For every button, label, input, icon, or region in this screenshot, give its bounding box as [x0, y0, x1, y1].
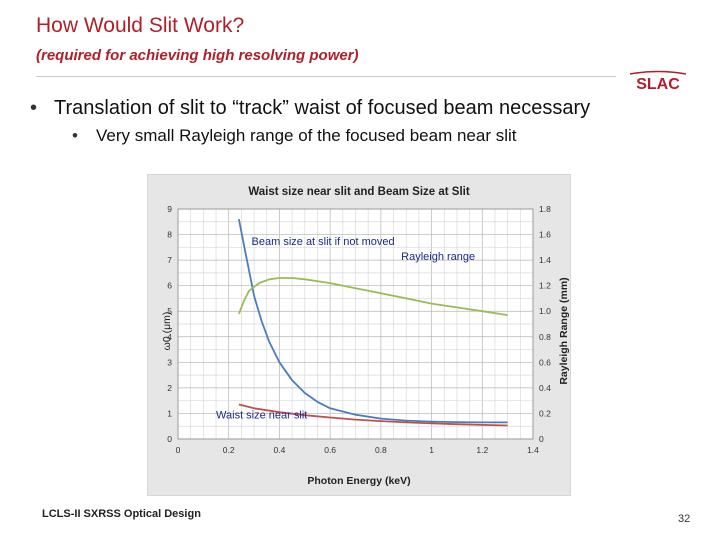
x-tick-label: 0.6 — [324, 445, 336, 455]
bullet-item-2: • Very small Rayleigh range of the focuse… — [72, 126, 517, 146]
chart-ticks: 0 0.2 0.4 0.6 0.8 1 1.2 1.4012345678900.20.40.6… — [167, 204, 551, 455]
slac-logo: SLAC — [629, 70, 687, 92]
chart-title: Waist size near slit and Beam Size at Sl… — [248, 186, 470, 198]
y-left-tick-label: 3 — [167, 357, 172, 367]
y-left-tick-label: 8 — [167, 230, 172, 240]
chart-series — [238, 219, 508, 427]
y-right-tick-label: 0.4 — [539, 383, 551, 393]
x-tick-label: 0 — [176, 445, 181, 455]
y-left-tick-label: 4 — [167, 332, 172, 342]
footer-text: LCLS-II SXRSS Optical Design — [42, 508, 201, 520]
y-right-tick-label: 0.2 — [539, 408, 551, 418]
bullet-text-2: Very small Rayleigh range of the focused… — [96, 126, 517, 145]
y-left-tick-label: 6 — [167, 281, 172, 291]
y-left-tick-label: 7 — [167, 255, 172, 265]
series-label-3: Waist size near slit — [216, 410, 307, 422]
x-tick-label: 1.2 — [476, 445, 488, 455]
y-right-tick-label: 1.2 — [539, 281, 551, 291]
y-axis-right-label: Rayleigh Range (mm) — [558, 277, 570, 384]
x-tick-label: 0.8 — [375, 445, 387, 455]
bullet-text-1: Translation of slit to “track” waist of … — [54, 97, 591, 119]
chart-series-labels: Beam size at slit if not moved Rayleigh r… — [216, 236, 475, 422]
x-tick-label: 1 — [429, 445, 434, 455]
waist-size-chart: 0 0.2 0.4 0.6 0.8 1 1.2 1.4012345678900.20.40.6… — [147, 174, 571, 496]
y-right-tick-label: 1.6 — [539, 230, 551, 240]
x-tick-label: 0.2 — [223, 445, 235, 455]
chart-grid — [177, 208, 534, 440]
title-divider — [36, 76, 616, 77]
x-tick-label: 0.4 — [274, 445, 286, 455]
bullet-icon: • — [72, 126, 78, 145]
x-tick-label: 1.4 — [527, 445, 539, 455]
page-number: 32 — [678, 513, 691, 525]
y-right-tick-label: 1.8 — [539, 204, 551, 214]
y-right-tick-label: 0 — [539, 434, 544, 444]
y-right-tick-label: 1.0 — [539, 306, 551, 316]
plot-area — [177, 208, 534, 440]
x-axis-label: Photon Energy (keV) — [307, 475, 410, 487]
y-right-tick-label: 0.6 — [539, 357, 551, 367]
slide-subtitle: (required for achieving high resolving p… — [36, 47, 359, 64]
series-line-3 — [238, 403, 508, 427]
y-left-tick-label: 2 — [167, 383, 172, 393]
logo-text: SLAC — [636, 76, 680, 92]
y-left-tick-label: 9 — [167, 204, 172, 214]
series-label-1: Beam size at slit if not moved — [252, 236, 395, 248]
y-left-tick-label: 1 — [167, 408, 172, 418]
slide-title: How Would Slit Work? — [36, 14, 245, 37]
y-right-tick-label: 1.4 — [539, 255, 551, 265]
series-line-1 — [238, 219, 508, 424]
y-left-tick-label: 5 — [167, 306, 172, 316]
series-line-2 — [238, 277, 508, 316]
y-left-tick-label: 0 — [167, 434, 172, 444]
y-right-tick-label: 0.8 — [539, 332, 551, 342]
series-label-2: Rayleigh range — [401, 251, 475, 263]
bullet-item-1: • Translation of slit to “track” waist of… — [30, 97, 590, 120]
y-axis-left-label: ω0 (μm) — [161, 312, 173, 351]
bullet-icon: • — [30, 97, 38, 119]
